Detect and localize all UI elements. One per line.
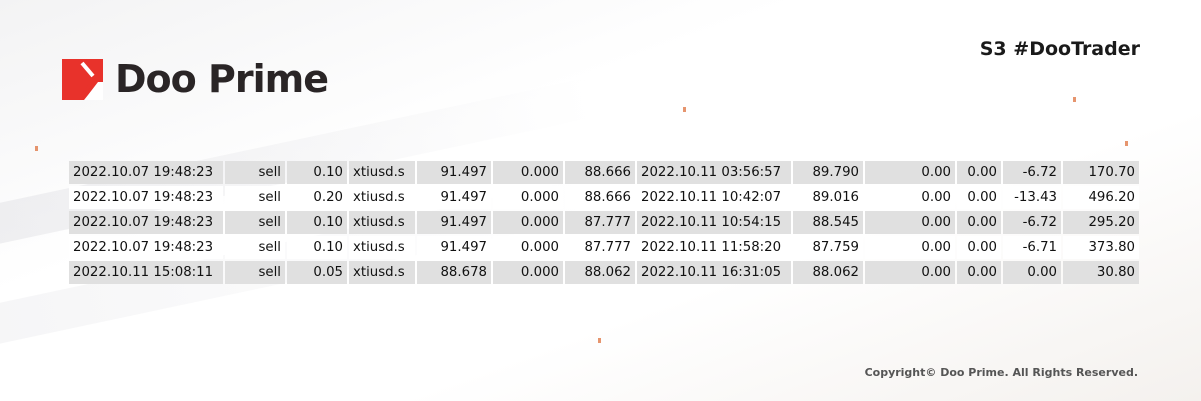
table-cell: sell (225, 211, 285, 234)
table-cell: 0.000 (493, 161, 563, 184)
tagline: S3 #DooTrader (979, 38, 1140, 60)
table-cell: xtiusd.s (349, 261, 415, 284)
copyright: Copyright© Doo Prime. All Rights Reserve… (864, 366, 1138, 379)
table-cell: 2022.10.07 19:48:23 (69, 161, 223, 184)
doo-prime-logo: Doo Prime (62, 57, 329, 101)
table-cell: 0.00 (1003, 261, 1061, 284)
table-cell: 91.497 (417, 236, 491, 259)
trades-table: 2022.10.07 19:48:23 sell 0.10 xtiusd.s 91.49… (67, 159, 1141, 286)
table-cell: sell (225, 236, 285, 259)
table-cell: 2022.10.11 11:58:20 (637, 236, 791, 259)
spark (1125, 141, 1128, 146)
table-cell: -6.72 (1003, 211, 1061, 234)
table-cell: 0.00 (865, 236, 955, 259)
table-cell: 0.00 (865, 161, 955, 184)
table-cell: 0.00 (957, 236, 1001, 259)
table-cell: 0.10 (287, 236, 347, 259)
table-row: 2022.10.07 19:48:23 sell 0.20 xtiusd.s 91.49… (69, 186, 1139, 209)
table-cell: 0.000 (493, 236, 563, 259)
table-cell: 170.70 (1063, 161, 1139, 184)
table-cell: 0.000 (493, 186, 563, 209)
table-cell: 87.759 (793, 236, 863, 259)
table-cell: 2022.10.07 19:48:23 (69, 186, 223, 209)
table-cell: 87.777 (565, 236, 635, 259)
table-cell: 88.062 (793, 261, 863, 284)
table-cell: 0.10 (287, 161, 347, 184)
table-cell: xtiusd.s (349, 211, 415, 234)
table-row: 2022.10.07 19:48:23 sell 0.10 xtiusd.s 91.49… (69, 161, 1139, 184)
table-cell: 89.790 (793, 161, 863, 184)
table-cell: xtiusd.s (349, 186, 415, 209)
table-cell: 2022.10.11 16:31:05 (637, 261, 791, 284)
table-cell: xtiusd.s (349, 161, 415, 184)
table-cell: 0.00 (957, 161, 1001, 184)
table-row: 2022.10.07 19:48:23 sell 0.10 xtiusd.s 91.49… (69, 236, 1139, 259)
table-cell: 87.777 (565, 211, 635, 234)
table-cell: 2022.10.11 10:54:15 (637, 211, 791, 234)
table-cell: 373.80 (1063, 236, 1139, 259)
table-cell: 0.00 (957, 261, 1001, 284)
logo-mark-icon (62, 59, 103, 100)
table-cell: 88.666 (565, 186, 635, 209)
table-cell: 0.20 (287, 186, 347, 209)
table-cell: sell (225, 261, 285, 284)
table-cell: 2022.10.11 03:56:57 (637, 161, 791, 184)
table-cell: 88.678 (417, 261, 491, 284)
table-cell: 2022.10.11 15:08:11 (69, 261, 223, 284)
table-cell: 88.666 (565, 161, 635, 184)
table-cell: 0.05 (287, 261, 347, 284)
table-cell: 89.016 (793, 186, 863, 209)
table-cell: 0.10 (287, 211, 347, 234)
table-cell: -13.43 (1003, 186, 1061, 209)
table-cell: 88.062 (565, 261, 635, 284)
table-cell: 0.000 (493, 211, 563, 234)
table-cell: 30.80 (1063, 261, 1139, 284)
table-cell: 91.497 (417, 211, 491, 234)
table-row: 2022.10.07 19:48:23 sell 0.10 xtiusd.s 91.49… (69, 211, 1139, 234)
table-cell: -6.72 (1003, 161, 1061, 184)
spark (1073, 97, 1076, 102)
table-cell: 0.00 (957, 186, 1001, 209)
table-cell: 88.545 (793, 211, 863, 234)
logo-text: Doo Prime (115, 57, 329, 101)
table-cell: sell (225, 161, 285, 184)
table-cell: 0.00 (865, 186, 955, 209)
table-cell: 295.20 (1063, 211, 1139, 234)
table-cell: 91.497 (417, 161, 491, 184)
spark (598, 338, 601, 343)
table-cell: xtiusd.s (349, 236, 415, 259)
table-row: 2022.10.11 15:08:11 sell 0.05 xtiusd.s 88.67… (69, 261, 1139, 284)
table-cell: 0.000 (493, 261, 563, 284)
table-cell: 0.00 (865, 261, 955, 284)
table-cell: 0.00 (865, 211, 955, 234)
table-cell: 91.497 (417, 186, 491, 209)
table-cell: 2022.10.07 19:48:23 (69, 236, 223, 259)
spark (683, 107, 686, 112)
spark (35, 146, 38, 151)
table-cell: -6.71 (1003, 236, 1061, 259)
table-cell: 2022.10.07 19:48:23 (69, 211, 223, 234)
table-cell: sell (225, 186, 285, 209)
table-cell: 2022.10.11 10:42:07 (637, 186, 791, 209)
table-cell: 496.20 (1063, 186, 1139, 209)
table-cell: 0.00 (957, 211, 1001, 234)
